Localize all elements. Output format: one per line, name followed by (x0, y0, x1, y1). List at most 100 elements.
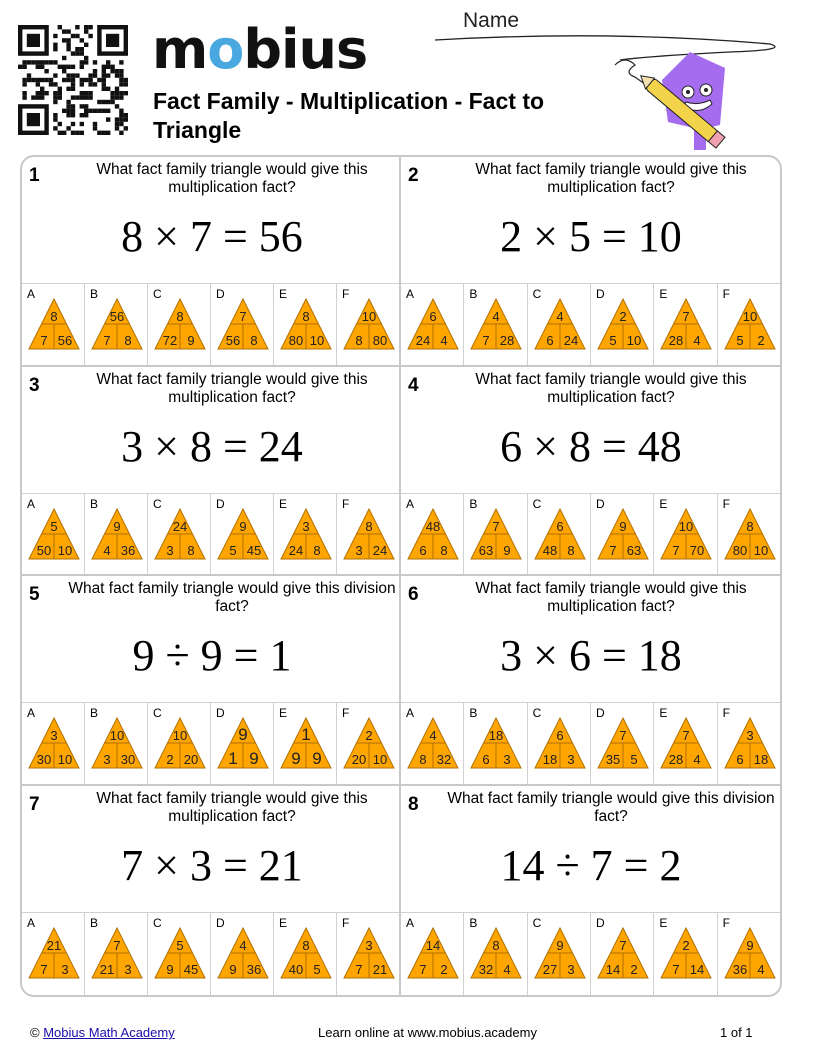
name-field-line[interactable] (430, 30, 790, 60)
choice-f[interactable]: F 3 7 21 (337, 913, 399, 996)
choice-d[interactable]: D 9 5 45 (211, 493, 274, 574)
choice-c[interactable]: C 8 72 9 (148, 284, 211, 365)
choice-label: C (532, 706, 542, 720)
choice-a[interactable]: A 5 50 10 (22, 493, 85, 574)
answer-choices: A 14 7 2 B 8 32 4 C (401, 911, 780, 996)
choice-f[interactable]: F 3 6 18 (718, 703, 780, 784)
fact-family-triangle: 2 7 14 (660, 926, 713, 978)
choice-e[interactable]: E 2 7 14 (654, 912, 718, 995)
choice-f[interactable]: F 10 8 80 (337, 284, 399, 365)
choice-b[interactable]: B 56 7 8 (85, 284, 148, 365)
triangle-top-number: 4 (556, 309, 563, 324)
choice-c[interactable]: C 24 3 8 (148, 493, 211, 574)
choice-f[interactable]: F 8 3 24 (337, 494, 399, 575)
triangle-top-number: 10 (742, 309, 756, 324)
triangle-left-number: 28 (669, 752, 683, 767)
choice-f[interactable]: F 8 80 10 (718, 494, 780, 575)
fact-family-triangle: 9 4 36 (91, 507, 143, 559)
triangle-left-number: 48 (542, 543, 556, 558)
choice-label: B (90, 287, 99, 301)
choice-c[interactable]: C 6 48 8 (528, 493, 591, 574)
choice-d[interactable]: D 9 1 9 (211, 703, 274, 784)
choice-d[interactable]: D 7 35 5 (591, 703, 655, 784)
choice-label: E (659, 496, 668, 511)
choice-b[interactable]: B 8 32 4 (464, 912, 528, 995)
triangle-top-number: 9 (238, 725, 247, 744)
answer-choices: A 5 50 10 B 9 4 36 C (22, 492, 399, 575)
choice-d[interactable]: D 2 5 10 (591, 284, 655, 365)
choice-e[interactable]: E 7 28 4 (654, 703, 718, 784)
choice-a[interactable]: A 6 24 4 (401, 284, 465, 365)
choice-e[interactable]: E 8 80 10 (274, 284, 337, 365)
choice-c[interactable]: C 9 27 3 (528, 912, 591, 995)
choice-a[interactable]: A 14 7 2 (401, 912, 465, 995)
choice-b[interactable]: B 10 3 30 (85, 703, 148, 784)
triangle-top-number: 9 (113, 519, 120, 534)
triangle-right-number: 45 (184, 962, 198, 977)
problem-6: 6 What fact family triangle would give t… (401, 576, 780, 786)
problem-equation: 14 ÷ 7 = 2 (500, 840, 682, 890)
choice-f[interactable]: F 9 36 4 (718, 913, 780, 996)
triangle-top-number: 8 (302, 938, 309, 953)
triangle-top-number: 9 (239, 519, 246, 534)
triangle-left-number: 18 (542, 752, 556, 767)
choice-e[interactable]: E 7 28 4 (654, 284, 718, 365)
choice-e[interactable]: E 3 24 8 (274, 493, 337, 574)
triangle-top-number: 10 (110, 728, 124, 743)
choice-b[interactable]: B 9 4 36 (85, 493, 148, 574)
choice-e[interactable]: E 1 9 9 (274, 703, 337, 784)
fact-family-triangle: 9 36 4 (723, 926, 776, 978)
triangle-left-number: 21 (100, 962, 114, 977)
triangle-right-number: 5 (630, 752, 637, 767)
choice-c[interactable]: C 4 6 24 (528, 284, 591, 365)
triangle-top-number: 3 (50, 728, 57, 743)
choice-d[interactable]: D 9 7 63 (591, 493, 655, 574)
fact-family-triangle: 4 8 32 (407, 717, 459, 769)
triangle-right-number: 8 (187, 543, 194, 558)
choice-label: C (532, 287, 542, 301)
triangle-right-number: 4 (440, 333, 447, 348)
fact-family-triangle: 3 6 18 (723, 717, 776, 769)
choice-a[interactable]: A 4 8 32 (401, 703, 465, 784)
triangle-top-number: 56 (110, 309, 124, 324)
choice-c[interactable]: C 6 18 3 (528, 703, 591, 784)
choice-d[interactable]: D 7 14 2 (591, 912, 655, 995)
triangle-left-number: 4 (103, 543, 110, 558)
choice-label: C (153, 496, 162, 511)
triangle-left-number: 56 (226, 333, 240, 348)
choice-b[interactable]: B 7 21 3 (85, 912, 148, 995)
choice-c[interactable]: C 10 2 20 (148, 703, 211, 784)
choice-b[interactable]: B 4 7 28 (464, 284, 528, 365)
fact-family-triangle: 3 7 21 (343, 926, 395, 978)
triangle-top-number: 10 (362, 309, 376, 324)
triangle-right-number: 3 (567, 962, 574, 977)
choice-a[interactable]: A 8 7 56 (22, 284, 85, 365)
fact-family-triangle: 9 7 63 (597, 507, 649, 559)
choice-b[interactable]: B 18 6 3 (464, 703, 528, 784)
qr-code-icon (18, 25, 128, 135)
choice-label: B (469, 915, 478, 930)
choice-d[interactable]: D 7 56 8 (211, 284, 274, 365)
problem-question: What fact family triangle would give thi… (68, 580, 396, 615)
triangle-right-number: 28 (500, 333, 514, 348)
choice-e[interactable]: E 10 7 70 (654, 493, 718, 574)
choice-e[interactable]: E 8 40 5 (274, 912, 337, 995)
footer-copyright: © Mobius Math Academy (30, 1025, 175, 1040)
problem-question: What fact family triangle would give thi… (475, 370, 747, 406)
problem-7: 7 What fact family triangle would give t… (22, 785, 401, 996)
triangle-top-number: 6 (429, 309, 436, 324)
choice-f[interactable]: F 2 20 10 (337, 703, 399, 784)
answer-choices: A 21 7 3 B 7 21 3 C (22, 911, 399, 996)
choice-a[interactable]: A 21 7 3 (22, 912, 85, 995)
choice-label: F (342, 287, 350, 301)
choice-b[interactable]: B 7 63 9 (464, 493, 528, 574)
choice-a[interactable]: A 3 30 10 (22, 703, 85, 784)
choice-f[interactable]: F 10 5 2 (718, 284, 780, 365)
fact-family-triangle: 8 3 24 (343, 507, 395, 559)
choice-d[interactable]: D 4 9 36 (211, 912, 274, 995)
mobius-math-academy-link[interactable]: Mobius Math Academy (43, 1025, 175, 1040)
choice-c[interactable]: C 5 9 45 (148, 912, 211, 995)
triangle-right-number: 45 (247, 543, 261, 558)
choice-a[interactable]: A 48 6 8 (401, 493, 465, 574)
triangle-top-number: 6 (556, 519, 563, 534)
